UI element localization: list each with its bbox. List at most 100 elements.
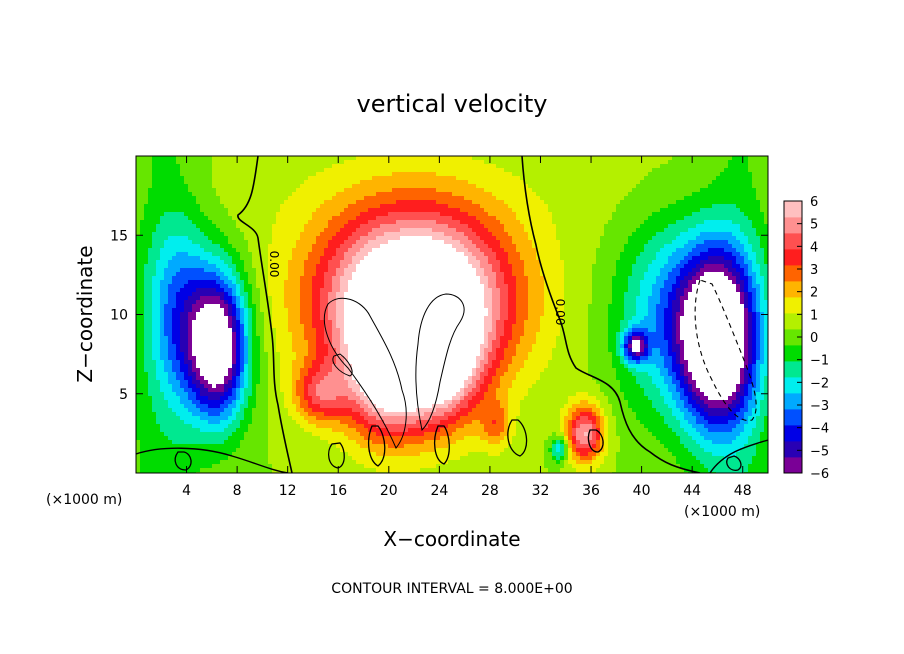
field-cell: [680, 268, 685, 273]
field-cell: [508, 184, 513, 189]
field-cell: [164, 204, 169, 209]
field-cell: [508, 236, 513, 241]
field-cell: [304, 204, 309, 209]
field-cell: [228, 164, 233, 169]
field-cell: [672, 192, 677, 197]
field-cell: [520, 200, 525, 205]
field-cell: [544, 224, 549, 229]
field-cell: [284, 252, 289, 257]
field-cell: [764, 204, 768, 209]
field-cell: [176, 264, 181, 269]
field-cell: [292, 260, 297, 265]
field-cell: [540, 244, 545, 249]
field-cell: [492, 156, 497, 161]
field-cell: [760, 168, 765, 173]
field-cell: [656, 208, 661, 213]
field-cell: [312, 196, 317, 201]
field-cell: [280, 248, 285, 253]
field-cell: [440, 212, 445, 217]
field-cell: [376, 248, 381, 253]
field-cell: [424, 232, 429, 237]
field-cell: [424, 188, 429, 193]
field-cell: [344, 192, 349, 197]
field-cell: [244, 176, 249, 181]
field-cell: [708, 164, 713, 169]
field-cell: [608, 192, 613, 197]
field-cell: [556, 232, 561, 237]
field-cell: [692, 164, 697, 169]
field-cell: [372, 176, 377, 181]
field-cell: [376, 168, 381, 173]
field-cell: [292, 208, 297, 213]
field-cell: [416, 280, 421, 285]
field-cell: [460, 176, 465, 181]
field-cell: [484, 228, 489, 233]
field-cell: [488, 276, 493, 281]
field-cell: [400, 264, 405, 269]
field-cell: [144, 196, 149, 201]
field-cell: [176, 240, 181, 245]
field-cell: [432, 264, 437, 269]
field-cell: [572, 272, 577, 277]
field-cell: [560, 264, 565, 269]
field-cell: [576, 268, 581, 273]
field-cell: [388, 192, 393, 197]
field-cell: [300, 164, 305, 169]
field-cell: [456, 256, 461, 261]
field-cell: [396, 220, 401, 225]
field-cell: [556, 228, 561, 233]
field-cell: [288, 220, 293, 225]
field-cell: [236, 208, 241, 213]
field-cell: [388, 204, 393, 209]
field-cell: [296, 280, 301, 285]
field-cell: [744, 196, 749, 201]
field-cell: [452, 220, 457, 225]
field-cell: [744, 276, 749, 281]
field-cell: [752, 192, 757, 197]
field-cell: [364, 192, 369, 197]
field-cell: [156, 176, 161, 181]
field-cell: [564, 196, 569, 201]
field-cell: [204, 172, 209, 177]
field-cell: [368, 240, 373, 245]
field-cell: [516, 168, 521, 173]
field-cell: [244, 228, 249, 233]
field-cell: [344, 168, 349, 173]
field-cell: [704, 244, 709, 249]
field-cell: [472, 192, 477, 197]
field-cell: [312, 212, 317, 217]
field-cell: [748, 268, 753, 273]
field-cell: [188, 264, 193, 269]
field-cell: [484, 204, 489, 209]
field-cell: [616, 196, 621, 201]
field-cell: [432, 224, 437, 229]
field-cell: [600, 156, 605, 161]
field-cell: [332, 228, 337, 233]
field-cell: [760, 232, 765, 237]
field-cell: [388, 160, 393, 165]
field-cell: [236, 244, 241, 249]
field-cell: [232, 216, 237, 221]
field-cell: [512, 188, 517, 193]
field-cell: [756, 164, 761, 169]
field-cell: [548, 264, 553, 269]
field-cell: [672, 220, 677, 225]
field-cell: [580, 240, 585, 245]
field-cell: [280, 204, 285, 209]
field-cell: [700, 272, 705, 277]
field-cell: [248, 168, 253, 173]
field-cell: [552, 180, 557, 185]
field-cell: [464, 256, 469, 261]
field-cell: [292, 252, 297, 257]
field-cell: [272, 200, 277, 205]
field-cell: [220, 204, 225, 209]
field-cell: [600, 168, 605, 173]
field-cell: [564, 268, 569, 273]
field-cell: [252, 232, 257, 237]
field-cell: [700, 264, 705, 269]
field-cell: [360, 168, 365, 173]
field-cell: [740, 268, 745, 273]
field-cell: [264, 164, 269, 169]
field-cell: [564, 180, 569, 185]
field-cell: [200, 244, 205, 249]
